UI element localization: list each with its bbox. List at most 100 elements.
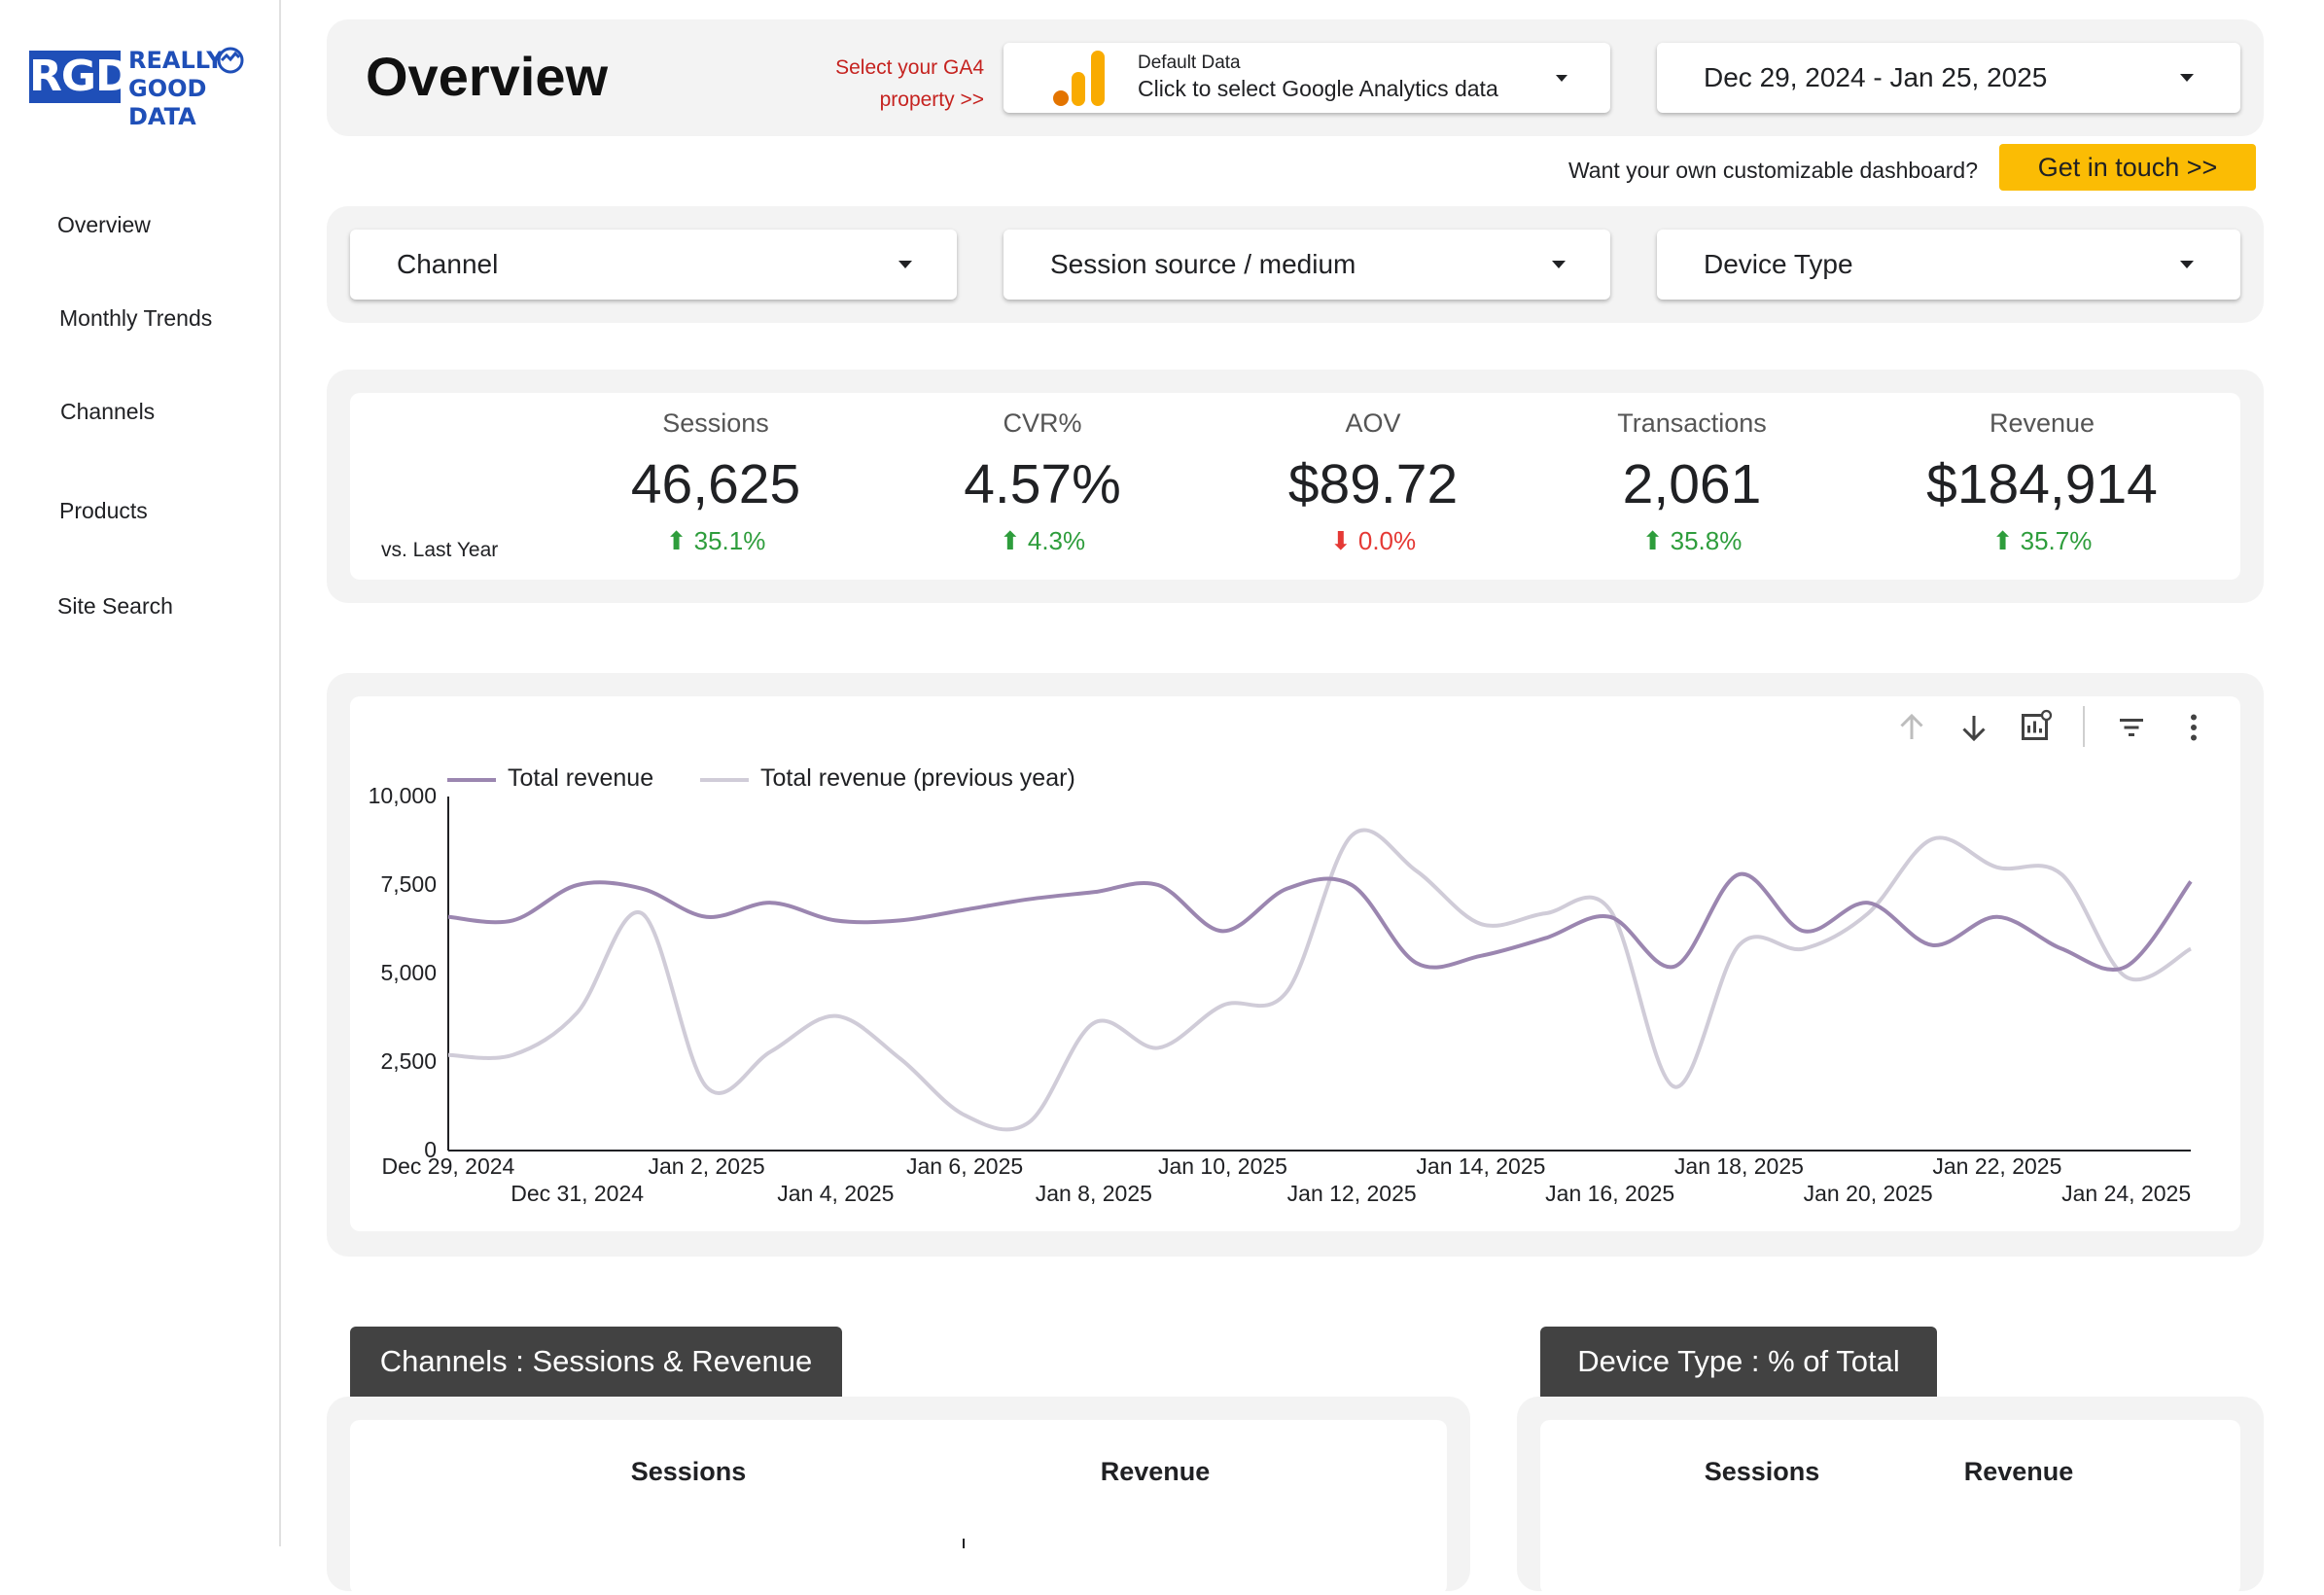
sidebar: RGD REALLY GOOD DATA Overview Monthly Tr… [0, 0, 281, 1546]
y-tick-label: 2,500 [380, 1048, 437, 1074]
kpi-value: 4.57% [964, 453, 1121, 515]
device-col-revenue: Revenue [1963, 1457, 2074, 1486]
nav-item-products[interactable]: Products [59, 498, 148, 523]
logo-line2: GOOD DATA [128, 75, 207, 130]
kpi-label: CVR% [1003, 408, 1082, 438]
kpi-label: Sessions [662, 408, 769, 438]
arrow-up-icon: ⬆︎ [999, 526, 1028, 555]
page-title: Overview [366, 46, 609, 107]
chevron-down-icon [2180, 261, 2194, 268]
ga4-prompt-line2: property >> [879, 89, 984, 111]
nav-item-overview[interactable]: Overview [57, 212, 151, 237]
nav-item-channels[interactable]: Channels [60, 399, 156, 424]
chevron-down-icon [2180, 74, 2194, 82]
data-source-label: Default Data [1138, 53, 1241, 73]
ga4-prompt: Select your GA4 property >> [778, 52, 984, 116]
source-medium-filter-label: Session source / medium [1050, 249, 1356, 279]
date-range-value: Dec 29, 2024 - Jan 25, 2025 [1704, 62, 2048, 92]
x-tick-label: Jan 10, 2025 [1157, 1153, 1287, 1179]
kpi-sessions: Sessions 46,625 ⬆︎ 35.1% [570, 408, 862, 556]
x-tick-label: Jan 16, 2025 [1545, 1181, 1675, 1206]
channel-filter-label: Channel [397, 249, 499, 279]
channels-section-tab: Channels : Sessions & Revenue [350, 1327, 842, 1397]
y-tick-label: 0 [424, 1137, 437, 1162]
kpi-value: $89.72 [1287, 453, 1459, 515]
nav-item-site-search[interactable]: Site Search [57, 593, 173, 619]
data-source-value: Click to select Google Analytics data [1138, 76, 1498, 101]
nav-item-monthly-trends[interactable]: Monthly Trends [59, 305, 213, 331]
kpi-delta: ⬆︎ 35.8% [1641, 526, 1743, 555]
chevron-down-icon [898, 261, 912, 268]
y-tick-label: 10,000 [368, 783, 437, 808]
drill-icon[interactable] [2019, 708, 2054, 743]
x-tick-label: Jan 22, 2025 [1932, 1153, 2062, 1179]
logo-text: REALLY GOOD DATA [128, 47, 279, 131]
x-tick-label: Jan 14, 2025 [1416, 1153, 1546, 1179]
device-col-sessions: Sessions [1704, 1457, 1820, 1486]
x-tick-label: Jan 12, 2025 [1286, 1181, 1417, 1206]
x-tick-label: Dec 29, 2024 [381, 1153, 515, 1179]
legend-label-previous: Total revenue (previous year) [760, 764, 1075, 792]
x-tick-label: Jan 2, 2025 [648, 1153, 765, 1179]
x-tick-label: Jan 8, 2025 [1035, 1181, 1152, 1206]
kpi-card [350, 393, 2240, 580]
kpi-aov: AOV $89.72 ⬇︎ 0.0% [1227, 408, 1519, 556]
axis-tick [963, 1539, 965, 1548]
date-range-picker[interactable]: Dec 29, 2024 - Jan 25, 2025 [1657, 43, 2240, 113]
y-tick-label: 5,000 [380, 960, 437, 985]
kpi-label: Revenue [1989, 408, 2095, 438]
device-type-filter[interactable]: Device Type [1657, 230, 2240, 300]
toolbar-divider [2083, 706, 2085, 747]
source-medium-filter[interactable]: Session source / medium [1004, 230, 1610, 300]
kpi-cvr: CVR% 4.57% ⬆︎ 4.3% [897, 408, 1188, 556]
kpi-delta: ⬆︎ 35.1% [665, 526, 766, 555]
series-line-total-revenue [447, 871, 2193, 973]
legend-swatch-current [447, 778, 496, 782]
kpi-transactions: Transactions 2,061 ⬆︎ 35.8% [1546, 408, 1838, 556]
kpi-label: AOV [1345, 408, 1401, 438]
ga4-prompt-line1: Select your GA4 [835, 56, 984, 79]
arrow-up-icon: ⬆︎ [665, 526, 694, 555]
device-type-filter-label: Device Type [1704, 249, 1853, 279]
arrow-up-icon: ⬆︎ [1641, 526, 1671, 555]
filter-icon[interactable] [2114, 710, 2149, 745]
legend-label-current: Total revenue [508, 764, 654, 792]
kpi-comparison-label: vs. Last Year [381, 539, 499, 561]
x-tick-label: Jan 24, 2025 [2061, 1181, 2192, 1206]
channel-filter[interactable]: Channel [350, 230, 957, 300]
x-tick-label: Jan 4, 2025 [777, 1181, 895, 1206]
x-tick-label: Jan 18, 2025 [1673, 1153, 1804, 1179]
x-tick-label: Jan 20, 2025 [1803, 1181, 1933, 1206]
revenue-line-chart [447, 797, 2193, 1152]
y-tick-label: 7,500 [380, 871, 437, 897]
chevron-down-icon [1556, 75, 1567, 82]
data-source-selector[interactable]: Default Data Click to select Google Anal… [1004, 43, 1610, 113]
more-icon[interactable] [2176, 710, 2211, 745]
x-tick-label: Jan 6, 2025 [905, 1153, 1024, 1179]
channels-card [350, 1420, 1447, 1595]
cta-prompt: Want your own customizable dashboard? [1567, 158, 1978, 183]
arrow-down-icon: ⬇︎ [1329, 526, 1358, 555]
kpi-delta: ⬆︎ 4.3% [999, 526, 1086, 555]
logo-line1: REALLY [128, 47, 224, 74]
legend-swatch-previous [700, 778, 749, 782]
kpi-delta: ⬆︎ 35.7% [1991, 526, 2093, 555]
kpi-value: 46,625 [630, 453, 801, 515]
series-line-total-revenue-previous-year [447, 828, 2192, 1132]
chevron-down-icon [1552, 261, 1566, 268]
arrow-up-icon[interactable] [1894, 710, 1929, 745]
channels-col-sessions: Sessions [630, 1457, 747, 1486]
device-card [1540, 1420, 2240, 1595]
get-in-touch-button[interactable]: Get in touch >> [1999, 144, 2256, 191]
globe-icon [217, 47, 244, 74]
kpi-label: Transactions [1617, 408, 1767, 438]
device-section-tab: Device Type : % of Total [1540, 1327, 1937, 1397]
kpi-revenue: Revenue $184,914 ⬆︎ 35.7% [1896, 408, 2188, 556]
channels-col-revenue: Revenue [1100, 1457, 1211, 1486]
kpi-delta: ⬇︎ 0.0% [1329, 526, 1417, 555]
logo-initials: RGD [29, 51, 131, 103]
kpi-value: $184,914 [1926, 453, 2158, 515]
arrow-up-icon: ⬆︎ [1991, 526, 2021, 555]
google-analytics-icon [1053, 51, 1105, 106]
arrow-down-icon[interactable] [1956, 710, 1991, 745]
